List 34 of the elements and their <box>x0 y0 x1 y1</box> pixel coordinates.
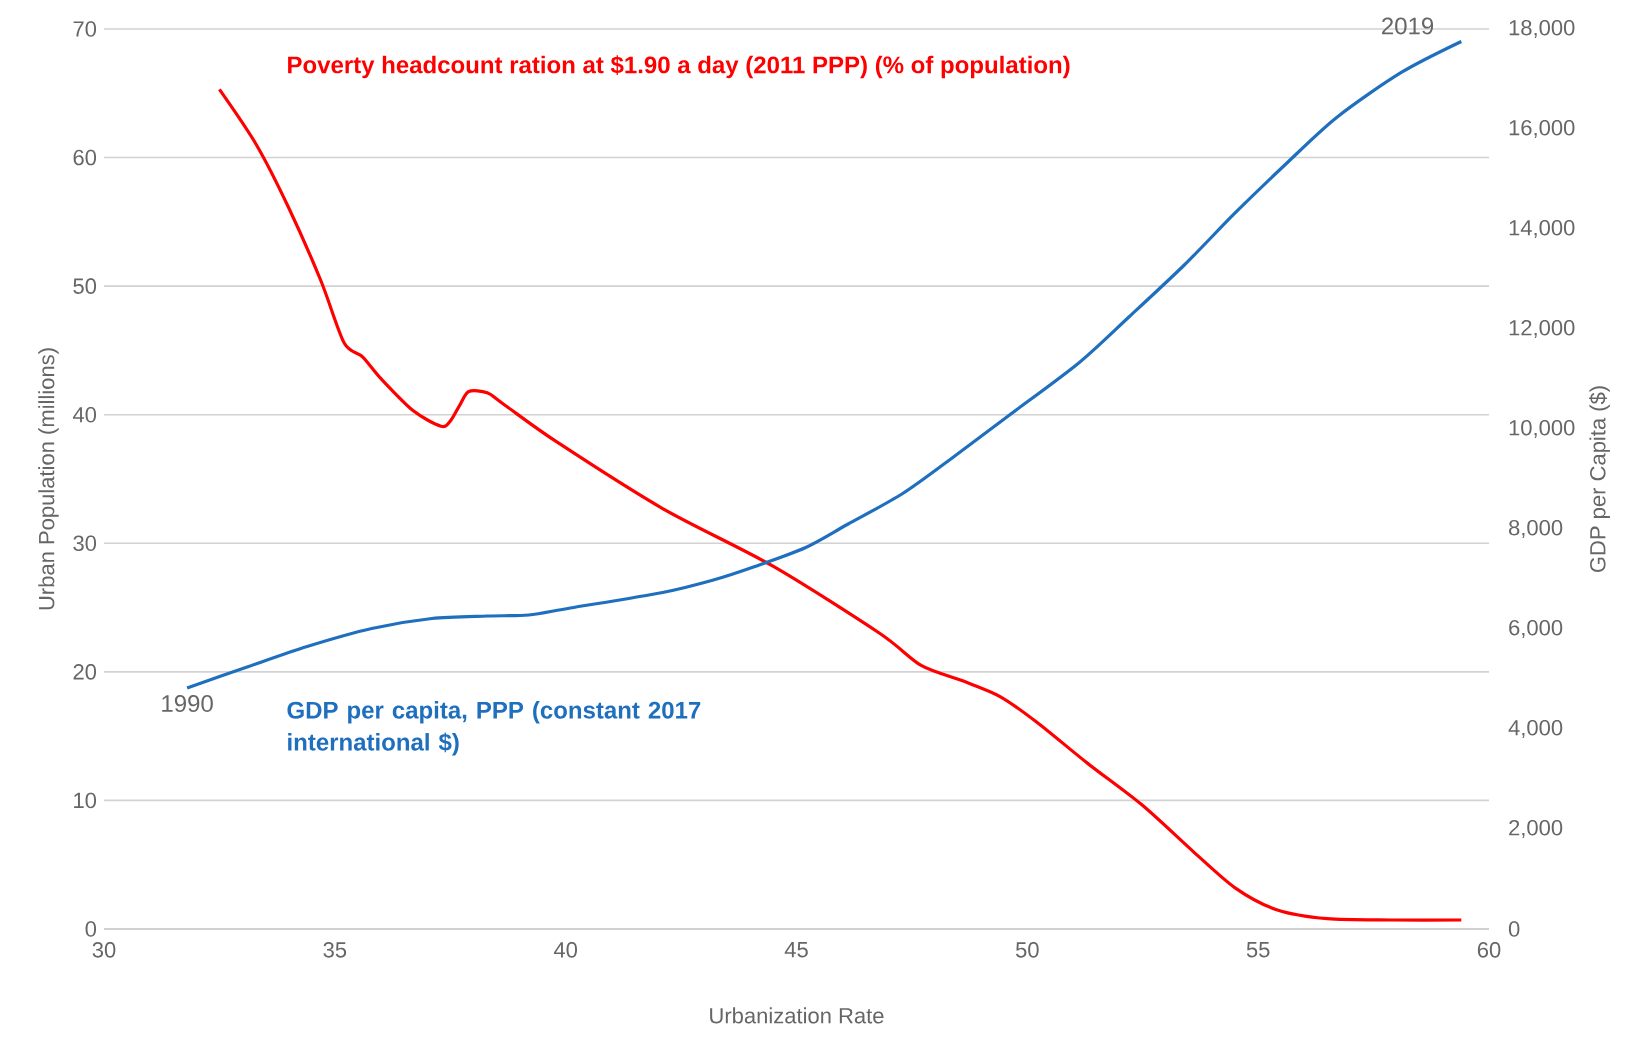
annotation: 2019 <box>1382 17 1434 35</box>
y-tick-label: 60 <box>73 149 97 166</box>
line-series <box>217 87 1463 922</box>
y2-tick-label: 10,000 <box>1509 419 1575 439</box>
y2-tick-label: 4,000 <box>1508 719 1563 739</box>
series-label: GDP per capita, PPP (constant 2017 international $) <box>287 701 701 756</box>
y2-tick-label: 0 <box>1508 921 1520 937</box>
x-axis-title: Urbanization Rate <box>710 1007 884 1024</box>
y-tick-label: 10 <box>74 792 97 809</box>
y2-tick-label: 2,000 <box>1509 819 1563 839</box>
y2-tick-label: 12,000 <box>1509 319 1575 339</box>
x-tick-label: 35 <box>323 942 347 958</box>
y-tick-label: 50 <box>73 278 97 294</box>
y2-tick-label: 16,000 <box>1509 119 1575 139</box>
y-tick-label: 70 <box>73 21 97 37</box>
line-series <box>185 39 1463 690</box>
y2-tick-label: 14,000 <box>1509 219 1575 239</box>
x-tick-label: 45 <box>784 942 808 958</box>
text: Poverty headcount ration at $1.90 a day (2011 PPP) (% of population) <box>288 55 1070 79</box>
x-tick-label: 40 <box>553 942 578 958</box>
x-tick-label: 55 <box>1246 942 1270 958</box>
y-tick-label: 0 <box>85 921 97 937</box>
x-tick-label: 50 <box>1015 942 1039 958</box>
y-axis-title: Urban Population (millions) <box>38 348 59 610</box>
y2-tick-label: 6,000 <box>1509 619 1563 639</box>
y-tick-label: 20 <box>73 664 97 680</box>
x-tick-label: 60 <box>1477 942 1501 958</box>
annotation: 1990 <box>162 695 213 713</box>
y2-axis-title: GDP per Capita ($) <box>1589 386 1610 573</box>
x-tick-label: 30 <box>92 942 116 958</box>
y2-tick-label: 18,000 <box>1509 19 1575 39</box>
y-tick-label: 30 <box>73 535 97 552</box>
y-tick-label: 40 <box>72 406 97 423</box>
y2-tick-label: 8,000 <box>1509 519 1563 539</box>
